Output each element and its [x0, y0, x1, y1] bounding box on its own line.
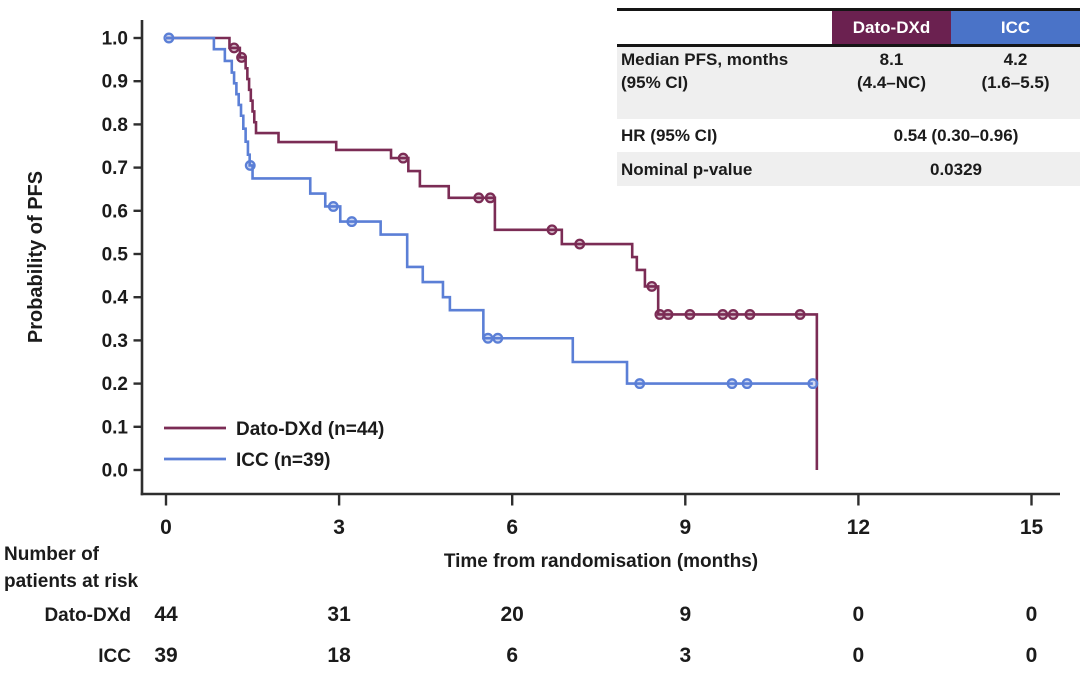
y-axis-title: Probability of PFS [25, 171, 47, 343]
hr-value: 0.54 (0.30–0.96) [893, 126, 1019, 145]
censor-mark [346, 216, 358, 228]
censor-mark [163, 32, 175, 44]
median-pfs-dato-ci: (4.4–NC) [857, 73, 926, 92]
y-tick-label: 0.8 [102, 115, 128, 136]
censor-mark [634, 378, 646, 390]
censor-mark [684, 309, 696, 320]
stats-table-header: Dato-DXd ICC [617, 11, 1080, 47]
x-tick-label: 15 [1020, 516, 1044, 539]
censor-mark [228, 42, 240, 54]
censor-mark [646, 280, 658, 292]
censor-mark [397, 152, 409, 164]
stats-header-icc: ICC [951, 11, 1080, 44]
censor-mark [717, 309, 729, 320]
censor-mark [244, 159, 256, 171]
median-pfs-icc-ci: (1.6–5.5) [981, 73, 1050, 92]
censor-mark [727, 309, 739, 320]
x-tick-label: 6 [506, 516, 518, 539]
y-tick-label: 0.6 [102, 201, 128, 222]
censor-mark [484, 192, 496, 204]
pvalue-label: Nominal p-value [621, 159, 753, 179]
y-tick-label: 0.9 [102, 72, 128, 93]
km-curve-icc [166, 36, 813, 385]
censor-mark [807, 378, 819, 390]
pvalue-value: 0.0329 [930, 159, 982, 179]
censor-mark [473, 192, 485, 204]
x-axis-title: Time from randomisation (months) [444, 551, 758, 572]
censor-mark [546, 224, 558, 236]
censor-mark [726, 378, 738, 390]
y-tick-label: 1.0 [102, 29, 128, 50]
censor-mark [236, 51, 248, 63]
censor-mark [492, 332, 504, 344]
x-tick-label: 12 [847, 516, 870, 539]
km-curve-dato-dxd [166, 36, 819, 470]
median-pfs-icc-value: 4.2 [1003, 50, 1028, 69]
censor-mark [741, 378, 753, 390]
y-tick-label: 0.1 [102, 417, 129, 438]
stats-row-pvalue: Nominal p-value 0.0329 [617, 152, 1080, 186]
censor-mark [327, 201, 339, 212]
censor-mark [482, 332, 494, 344]
y-tick-label: 0.5 [102, 245, 129, 266]
median-pfs-dato-value: 8.1 [879, 50, 904, 69]
median-pfs-label-line1: Median PFS, months [621, 50, 789, 69]
censor-mark [574, 238, 586, 250]
x-tick-label: 0 [160, 516, 172, 539]
y-tick-label: 0.4 [102, 288, 129, 309]
stats-table: Dato-DXd ICC Median PFS, months (95% CI)… [617, 8, 1080, 186]
legend-label: Dato-DXd (n=44) [236, 419, 384, 440]
y-tick-label: 0.2 [102, 374, 128, 395]
stats-row-hr: HR (95% CI) 0.54 (0.30–0.96) [617, 119, 1080, 152]
y-tick-label: 0.3 [102, 331, 128, 352]
censor-mark [744, 309, 756, 320]
y-tick-label: 0.7 [102, 158, 128, 179]
hr-label: HR (95% CI) [621, 126, 718, 145]
censor-mark [794, 309, 806, 320]
stats-header-dato: Dato-DXd [832, 11, 951, 44]
censor-mark [662, 309, 674, 320]
y-tick-label: 0.0 [102, 461, 128, 482]
x-tick-label: 3 [333, 516, 345, 539]
stats-row-median-pfs: Median PFS, months (95% CI) 8.1 (4.4–NC)… [617, 47, 1080, 119]
legend-label: ICC (n=39) [236, 450, 331, 471]
x-tick-label: 9 [679, 516, 691, 539]
stats-header-empty-cell [617, 11, 832, 44]
median-pfs-label-line2: (95% CI) [621, 73, 689, 92]
